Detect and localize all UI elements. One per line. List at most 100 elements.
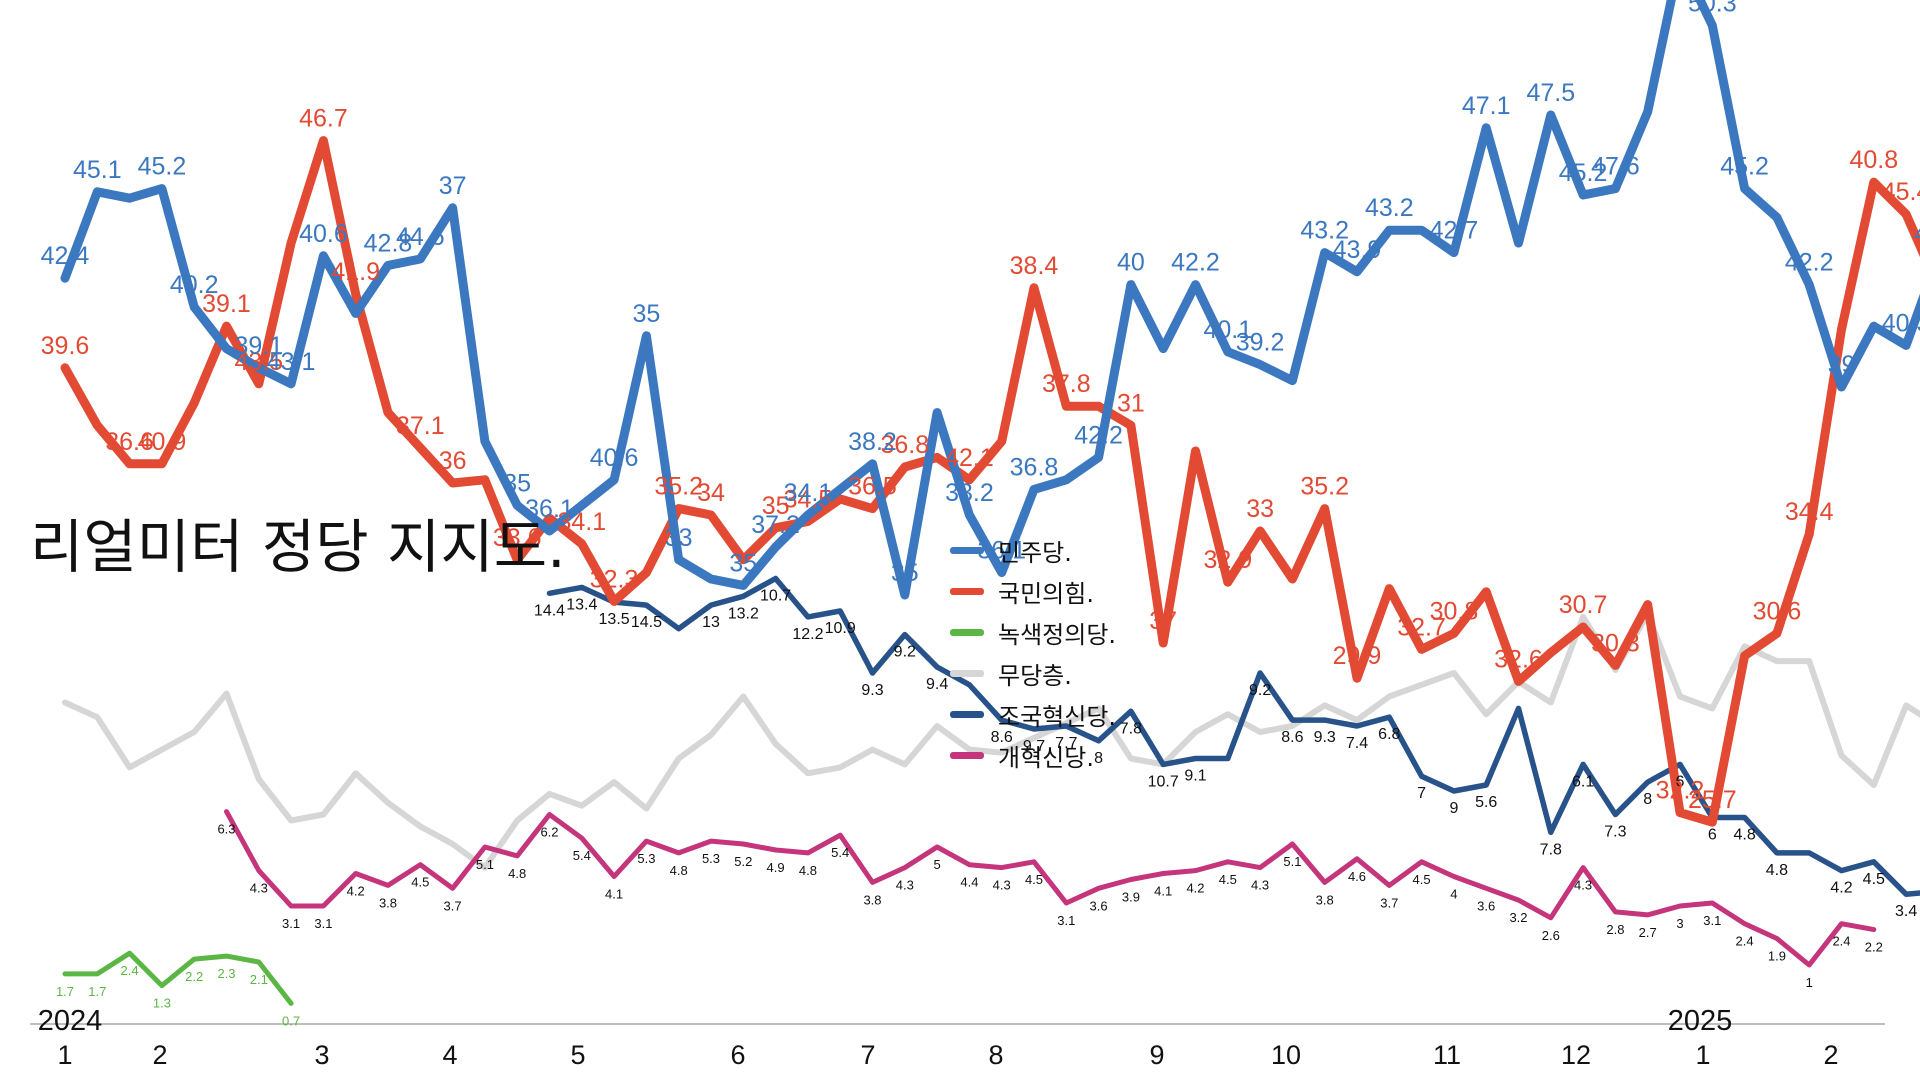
data-label: 3.1: [1703, 913, 1721, 928]
data-label: 39.1: [234, 332, 283, 360]
data-label: 33: [665, 524, 693, 552]
data-label: 5.4: [573, 848, 591, 863]
legend-swatch: [950, 629, 984, 636]
data-label: 7.8: [1540, 841, 1562, 858]
data-label: 35: [503, 469, 531, 497]
data-label: 31: [1117, 389, 1145, 417]
x-tick-label: 10: [1271, 1040, 1301, 1070]
data-label: 39.1: [202, 290, 251, 318]
data-label: 3.8: [379, 895, 397, 910]
data-label: 8: [1094, 750, 1103, 767]
data-label: 2.7: [1639, 925, 1657, 940]
legend: 민주당. 국민의힘. 녹색정의당. 무당층. 조국혁신당. 개혁신당.: [950, 530, 1116, 776]
data-label: 4: [1450, 887, 1457, 902]
legend-label: 조국혁신당.: [998, 703, 1117, 731]
legend-swatch: [950, 547, 984, 554]
x-tick-label: 3: [314, 1040, 329, 1070]
data-label: 44.6: [396, 223, 445, 251]
data-label: 3.7: [1380, 895, 1398, 910]
data-label: 6.1: [1572, 773, 1594, 790]
data-label: 2.8: [1606, 922, 1624, 937]
data-label: 32.6: [1494, 645, 1543, 673]
data-label: 43.5: [234, 348, 283, 376]
data-label: 34.4: [1785, 498, 1834, 526]
data-label: 4.5: [1025, 872, 1043, 887]
data-label: 1.9: [1768, 949, 1786, 964]
data-label: 38.4: [1010, 252, 1059, 280]
data-label: 39: [1828, 351, 1856, 379]
data-label: 50.3: [1688, 0, 1737, 17]
data-label: 40.1: [1203, 316, 1252, 344]
series-line: [224, 809, 1877, 968]
series-line: [62, 950, 294, 1006]
data-label: 3: [1676, 916, 1683, 931]
data-label: 8: [1643, 791, 1652, 808]
x-tick-label: 7: [860, 1040, 875, 1070]
data-label: 40.8: [1849, 146, 1898, 174]
data-label: 35.2: [1300, 473, 1349, 501]
data-label: 29.9: [1333, 642, 1382, 670]
legend-label: 국민의힘.: [998, 580, 1094, 608]
data-label: 5.4: [831, 845, 849, 860]
data-label: 9.7: [1023, 738, 1045, 755]
x-tick-label: 2: [1823, 1040, 1838, 1070]
data-label: 30.3: [1591, 629, 1640, 657]
data-label: 5.6: [1475, 794, 1497, 811]
data-label: 6.8: [1378, 726, 1400, 743]
x-tick-label: 12: [1561, 1040, 1591, 1070]
series-line: [60, 136, 1920, 827]
data-label: 3.4: [1895, 903, 1917, 920]
data-label: 36.1: [977, 537, 1026, 565]
data-label: 43.2: [1365, 194, 1414, 222]
legend-label: 무당층.: [998, 662, 1072, 690]
chart-title: 리얼미터 정당 지지도.: [30, 513, 566, 581]
data-label: 35: [762, 492, 790, 520]
data-label: 4.4: [960, 875, 978, 890]
data-label: 37.8: [1042, 370, 1091, 398]
data-label: 8.6: [991, 729, 1013, 746]
data-label: 4.5: [411, 875, 429, 890]
data-label: 2.4: [121, 963, 139, 978]
x-tick-label: 5: [570, 1040, 585, 1070]
data-label: 2.4: [1832, 934, 1850, 949]
data-label: 10.7: [1148, 773, 1179, 790]
data-label: 4.2: [1830, 880, 1852, 897]
data-label: 43.9: [1333, 236, 1382, 264]
data-label: 25.7: [1688, 786, 1737, 814]
data-label: 9.2: [1249, 682, 1271, 699]
data-label: 39.2: [1236, 329, 1285, 357]
data-label: 5.3: [637, 851, 655, 866]
data-label: 1.7: [56, 984, 74, 999]
series-line: [60, 0, 1920, 600]
data-label: 4.3: [1251, 878, 1269, 893]
legend-label: 개혁신당.: [998, 744, 1094, 772]
data-label: 40.6: [590, 444, 639, 472]
data-label: 42.1: [945, 444, 994, 472]
data-label: 9.4: [926, 676, 948, 693]
legend-swatch: [950, 670, 984, 677]
data-label: 4.1: [1154, 884, 1172, 899]
data-label: 43.1: [1914, 220, 1920, 248]
data-label: 42.8: [364, 229, 413, 257]
x-tick-label: 8: [988, 1040, 1003, 1070]
x-tick-label: 6: [730, 1040, 745, 1070]
data-label: 7: [1417, 785, 1426, 802]
data-label: 5.2: [734, 854, 752, 869]
data-label: 3.8: [1316, 892, 1334, 907]
data-label: 33.2: [945, 479, 994, 507]
data-label: 6: [1708, 827, 1717, 844]
legend-swatch: [950, 752, 984, 759]
legend-item-democratic: 민주당.: [950, 530, 1116, 571]
data-label: 3.6: [1090, 898, 1108, 913]
data-label: 4.2: [347, 884, 365, 899]
data-label: 38.2: [848, 428, 897, 456]
data-label: 9.3: [1314, 729, 1336, 746]
data-label: 4.1: [605, 887, 623, 902]
data-label: 40.3: [1882, 309, 1920, 337]
data-label: 3.9: [1122, 890, 1140, 905]
data-label: 1.3: [153, 996, 171, 1011]
data-label: 30.8: [1430, 597, 1479, 625]
legend-label: 녹색정의당.: [998, 621, 1117, 649]
data-label: 4.8: [1733, 827, 1755, 844]
legend-item-green-justice: 녹색정의당.: [950, 612, 1116, 653]
